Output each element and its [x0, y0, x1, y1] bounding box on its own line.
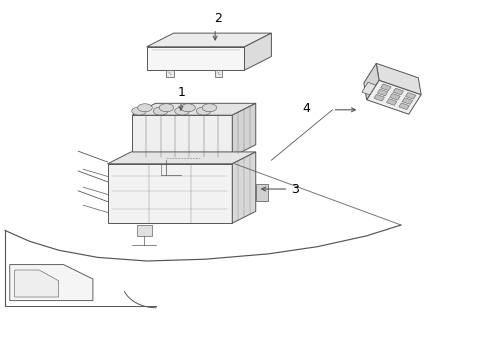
Ellipse shape [153, 107, 167, 115]
Ellipse shape [131, 107, 146, 115]
Polygon shape [255, 184, 267, 201]
Polygon shape [366, 80, 420, 114]
Polygon shape [146, 47, 244, 70]
Polygon shape [377, 89, 387, 96]
Polygon shape [107, 164, 232, 223]
Polygon shape [232, 103, 255, 157]
Ellipse shape [137, 104, 152, 112]
Polygon shape [10, 265, 93, 301]
Polygon shape [363, 63, 378, 100]
Polygon shape [107, 152, 255, 164]
Polygon shape [373, 94, 384, 101]
Ellipse shape [174, 107, 189, 115]
Polygon shape [132, 115, 232, 157]
Polygon shape [392, 88, 403, 95]
Polygon shape [163, 176, 178, 184]
Polygon shape [232, 152, 255, 223]
Text: 1: 1 [178, 86, 185, 99]
Text: 3: 3 [290, 183, 298, 195]
Polygon shape [146, 33, 271, 47]
Polygon shape [361, 82, 375, 95]
Polygon shape [215, 70, 222, 77]
Text: 2: 2 [213, 12, 221, 25]
Text: 4: 4 [302, 102, 310, 115]
Polygon shape [244, 33, 271, 70]
Polygon shape [398, 103, 408, 109]
Polygon shape [386, 99, 396, 105]
Polygon shape [132, 103, 255, 115]
Polygon shape [401, 98, 412, 104]
Polygon shape [166, 70, 173, 77]
Ellipse shape [159, 104, 173, 112]
Ellipse shape [196, 107, 210, 115]
Polygon shape [15, 270, 59, 297]
Ellipse shape [202, 104, 216, 112]
Circle shape [167, 177, 175, 183]
Polygon shape [405, 93, 415, 99]
Polygon shape [375, 63, 420, 95]
Polygon shape [137, 225, 151, 236]
Polygon shape [389, 94, 399, 100]
Polygon shape [380, 84, 390, 91]
Ellipse shape [180, 104, 195, 112]
